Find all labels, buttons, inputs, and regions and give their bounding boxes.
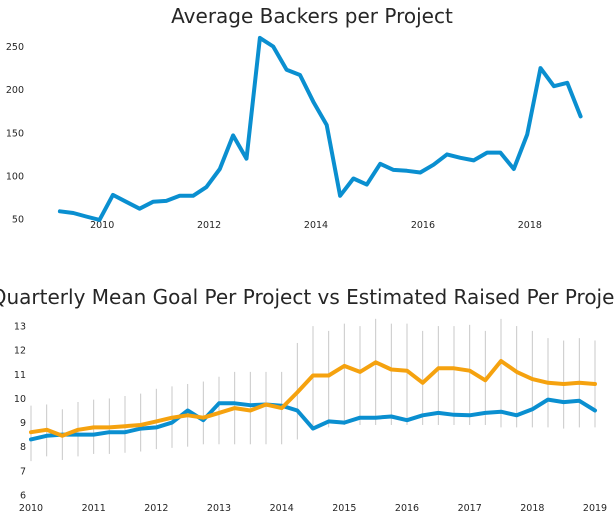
chart-goal-vs-raised: Quarterly Mean Goal Per Project vs Estim…	[0, 285, 614, 514]
y-tick-label: 6	[20, 490, 26, 501]
x-tick-label: 2013	[207, 503, 231, 514]
x-tick-label: 2016	[395, 503, 419, 514]
series-line-backers	[57, 35, 583, 222]
x-tick-label: 2014	[304, 220, 328, 231]
series-line-raised	[29, 359, 597, 438]
y-tick-label: 12	[14, 346, 26, 357]
x-tick-label: 2018	[520, 503, 544, 514]
series-line-goal	[29, 397, 597, 442]
y-tick-label: 50	[12, 215, 24, 226]
y-tick-label: 250	[6, 42, 24, 53]
y-tick-label: 13	[14, 322, 26, 333]
x-tick-label: 2012	[197, 220, 221, 231]
x-tick-label: 2017	[458, 503, 482, 514]
chart-title: Quarterly Mean Goal Per Project vs Estim…	[0, 285, 614, 309]
y-tick-label: 100	[6, 171, 24, 182]
y-tick-label: 150	[6, 128, 24, 139]
x-tick-label: 2019	[583, 503, 607, 514]
y-tick-label: 7	[20, 466, 26, 477]
x-tick-label: 2014	[270, 503, 294, 514]
x-tick-label: 2018	[518, 220, 542, 231]
chart-average-backers: Average Backers per Project 2010 2012 2014…	[6, 4, 583, 231]
x-tick-label: 2010	[19, 503, 43, 514]
x-tick-label: 2011	[82, 503, 106, 514]
x-tick-label: 2016	[411, 220, 435, 231]
y-tick-label: 11	[14, 370, 26, 381]
y-tick-label: 9	[20, 418, 26, 429]
x-tick-label: 2015	[332, 503, 356, 514]
x-tick-label: 2010	[90, 220, 114, 231]
y-tick-label: 10	[14, 394, 26, 405]
chart-title: Average Backers per Project	[171, 4, 453, 28]
x-tick-label: 2012	[144, 503, 168, 514]
y-tick-label: 8	[20, 442, 26, 453]
y-tick-label: 200	[6, 85, 24, 96]
